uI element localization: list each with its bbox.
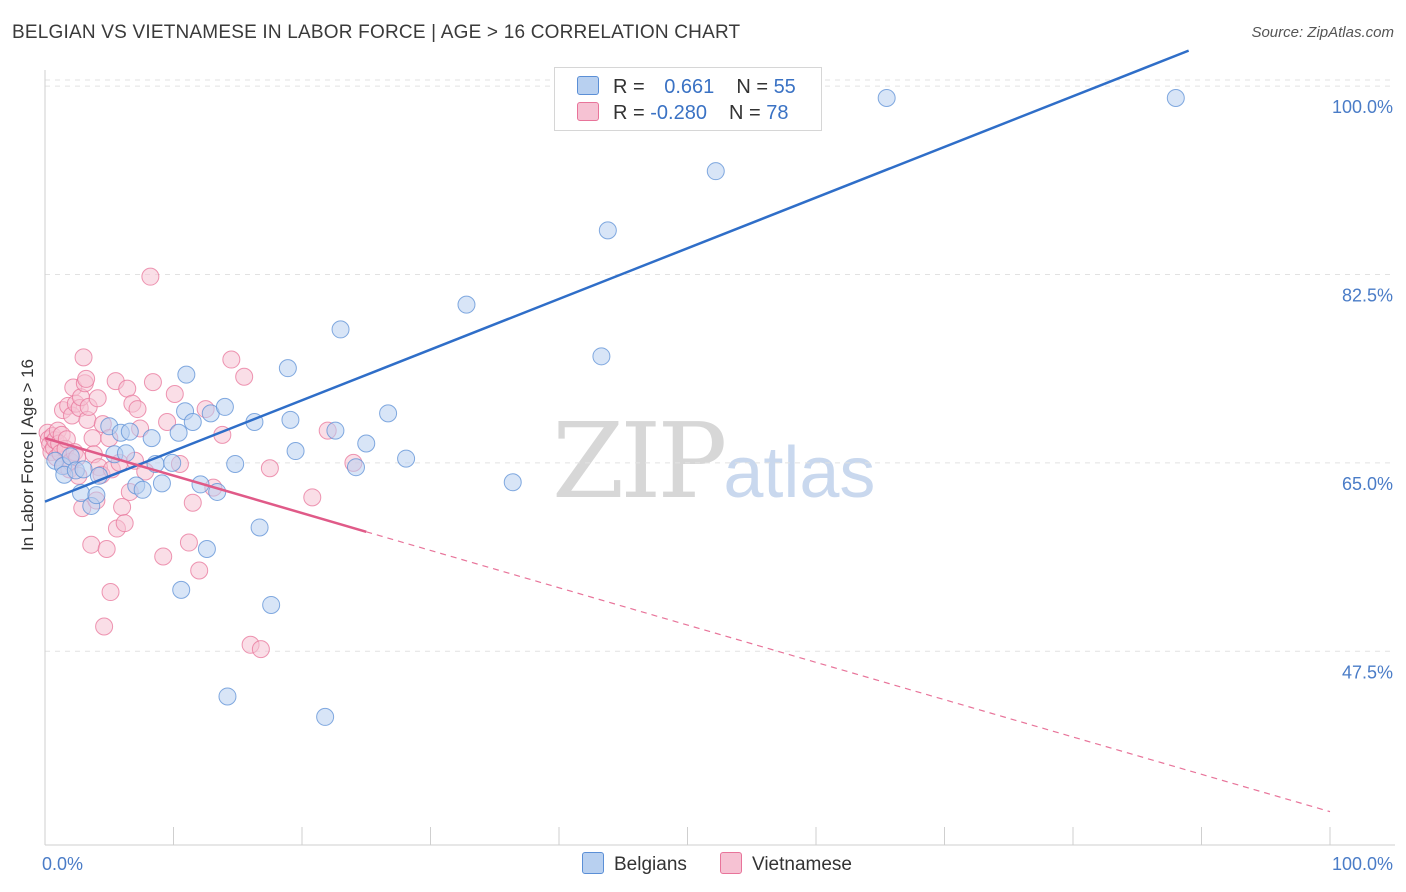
bottom-legend-vietnamese: Vietnamese	[720, 852, 852, 876]
belgians-point	[316, 707, 335, 726]
vietnamese-point	[235, 367, 254, 386]
belgians-point	[183, 412, 202, 431]
watermark-atlas: atlas	[723, 433, 876, 513]
belgians-point	[172, 580, 191, 599]
x-tick-label: 0.0%	[42, 854, 83, 874]
vietnamese-point	[143, 373, 162, 392]
vietnamese-trend-line	[44, 436, 367, 533]
belgians-point	[250, 518, 269, 537]
belgians-point	[87, 486, 106, 505]
belgians-point	[197, 539, 216, 558]
trend-lines	[44, 49, 1331, 813]
belgians-point	[169, 423, 188, 442]
belgians-point	[177, 365, 196, 384]
legend-row-vietnamese: R = -0.280 N = 78	[577, 102, 788, 128]
belgians-point	[278, 359, 297, 378]
belgians-point	[286, 442, 305, 461]
x-tick-label: 100.0%	[1332, 854, 1393, 874]
vietnamese-point	[158, 412, 177, 431]
belgians-point	[262, 595, 281, 614]
legend-n-label: N =	[728, 102, 767, 124]
vietnamese-point	[154, 547, 173, 566]
belgians-point	[379, 404, 398, 423]
belgians-point	[706, 162, 725, 181]
belgians-point	[457, 295, 476, 314]
vietnamese-point	[82, 535, 101, 554]
belgians-point	[326, 421, 345, 440]
vietnamese-point	[83, 429, 102, 448]
legend-r-label: R =	[613, 102, 651, 124]
bottom-legend-label-belgians: Belgians	[614, 854, 687, 875]
vietnamese-point	[179, 533, 198, 552]
belgians-point	[218, 687, 237, 706]
bottom-legend-swatch-belgians	[582, 852, 604, 874]
belgians-point	[331, 320, 350, 339]
belgians-point	[592, 347, 611, 366]
belgians-point	[346, 458, 365, 477]
vietnamese-point	[113, 498, 132, 517]
belgians-point	[215, 397, 234, 416]
legend-row-belgians: R = 0.661 N = 55	[577, 76, 796, 102]
belgians-point	[226, 454, 245, 473]
vietnamese-point	[190, 561, 209, 580]
belgians-point	[120, 422, 139, 441]
belgians-point	[281, 410, 300, 429]
vietnamese-point	[115, 514, 134, 533]
legend-r-label: R =	[613, 76, 651, 98]
belgians-points	[46, 88, 1185, 726]
legend-n-value: 78	[766, 102, 789, 124]
belgians-point	[877, 88, 896, 107]
belgians-point	[598, 221, 617, 240]
belgians-point	[142, 429, 161, 448]
vietnamese-trend-extension	[366, 531, 1331, 813]
legend-swatch-vietnamese	[577, 102, 599, 121]
bottom-legend-belgians: Belgians	[582, 852, 687, 876]
belgians-point	[397, 449, 416, 468]
vietnamese-point	[303, 488, 322, 507]
vietnamese-point	[222, 350, 241, 369]
x-tick-labels: 0.0% 100.0%	[42, 854, 1393, 874]
belgians-trend-line	[44, 49, 1190, 503]
vietnamese-point	[251, 640, 270, 659]
belgians-point	[133, 480, 152, 499]
belgians-point	[1166, 88, 1185, 107]
vietnamese-point	[77, 369, 96, 388]
legend-r-value: 0.661	[664, 76, 715, 98]
y-tick-label: 65.0%	[1342, 474, 1393, 494]
legend-n-label: N =	[736, 76, 774, 98]
vietnamese-point	[260, 459, 279, 478]
belgians-point	[357, 434, 376, 453]
y-tick-label: 47.5%	[1342, 662, 1393, 682]
y-tick-labels: 100.0% 82.5% 65.0% 47.5%	[1332, 97, 1393, 682]
watermark-zip: ZIP	[552, 400, 727, 522]
correlation-legend: R = 0.661 N = 55 R = -0.280 N = 78	[554, 67, 822, 131]
vietnamese-point	[141, 267, 160, 286]
vietnamese-point	[183, 493, 202, 512]
vietnamese-point	[88, 389, 107, 408]
axes	[44, 70, 1395, 846]
belgians-point	[74, 460, 93, 479]
legend-n-value: 55	[773, 76, 796, 98]
bottom-legend-swatch-vietnamese	[720, 852, 742, 874]
vietnamese-point	[165, 384, 184, 403]
belgians-point	[503, 473, 522, 492]
bottom-legend-label-vietnamese: Vietnamese	[752, 854, 852, 875]
vietnamese-point	[101, 583, 120, 602]
chart-title: BELGIAN VS VIETNAMESE IN LABOR FORCE | A…	[12, 22, 741, 43]
belgians-point	[163, 453, 182, 472]
legend-swatch-belgians	[577, 76, 599, 95]
y-tick-label: 100.0%	[1332, 97, 1393, 117]
vietnamese-point	[128, 400, 147, 419]
watermark: ZIPatlas	[552, 400, 875, 522]
vietnamese-point	[74, 348, 93, 367]
belgians-point	[152, 474, 171, 493]
vietnamese-point	[95, 617, 114, 636]
chart-source: Source: ZipAtlas.com	[1251, 24, 1394, 41]
legend-r-value: -0.280	[650, 102, 707, 124]
vietnamese-point	[118, 379, 137, 398]
vietnamese-point	[97, 539, 116, 558]
y-tick-label: 82.5%	[1342, 286, 1393, 306]
